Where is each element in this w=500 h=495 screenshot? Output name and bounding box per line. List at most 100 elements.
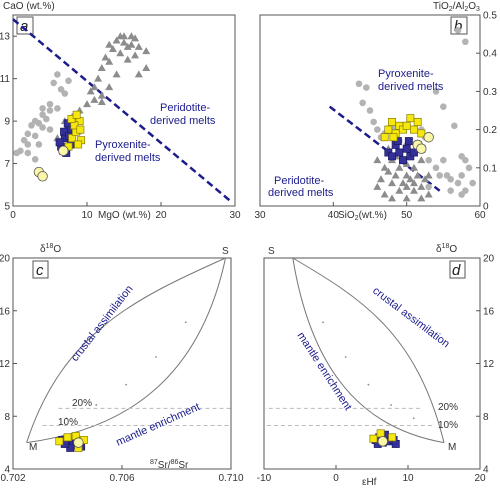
panel-a-point-triangle-gray-4	[83, 100, 91, 108]
panel-a-xlabel: MgO (wt.%)	[98, 210, 151, 221]
panel-c-ytick-label-1: 8	[4, 412, 10, 423]
panel-d-points	[369, 429, 400, 448]
panel-b-ytick-label-2: 0.2	[483, 125, 497, 136]
panel-a-point-triangle-gray-28	[97, 98, 106, 106]
panel-b-point-circle-gray-35	[462, 187, 469, 195]
panel-a-point-triangle-gray-30	[105, 40, 114, 48]
panel-d-ytick-label-4: 20	[483, 254, 495, 265]
panel-a-point-triangle-gray-31	[116, 32, 125, 40]
panel-a-point-triangle-gray-9	[97, 91, 106, 99]
panel-a-xtick-label-3: 30	[229, 210, 241, 221]
panel-b-point-circle-yellow-2	[423, 132, 434, 143]
panel-b-xtick-label-2: 50	[401, 210, 413, 221]
panel-b-xlabel: SiO2(wt.%)	[338, 210, 387, 222]
panel-b-point-triangle-gray-28	[402, 194, 411, 202]
panel-a-point-triangle-gray-25	[134, 70, 143, 78]
panel-c-point-square-yellow-0	[63, 433, 72, 442]
panel-a-point-circle-gray-10	[43, 115, 50, 123]
panel-b-point-triangle-gray-8	[395, 186, 404, 194]
panel-b-point-circle-gray-1	[359, 99, 366, 107]
panel-d-point-square-blue-8	[391, 439, 400, 448]
panel-c-point-square-blue-4	[66, 443, 75, 452]
panel-b-point-circle-gray-31	[436, 172, 443, 179]
panel-b-point-circle-gray-24	[440, 103, 447, 110]
panel-c-point-circle-yellow-0	[73, 437, 84, 448]
panel-b-point-triangle-gray-12	[406, 175, 415, 183]
panel-a-point-triangle-gray-21	[127, 40, 136, 48]
panel-a-ytick-label-2: 9	[4, 117, 10, 128]
panel-b-point-triangle-gray-19	[380, 190, 389, 198]
panel-a-point-triangle-gray-23	[131, 51, 140, 59]
panel-b-annotation-pyroxenite-line2: derived melts	[378, 81, 444, 93]
panel-d-point-square-yellow-1	[388, 433, 397, 442]
panel-b-annotation-peridotite-line2: derived melts	[268, 187, 334, 199]
panel-b-point-circle-gray-19	[447, 175, 454, 183]
panel-c-curve-tick-2	[125, 383, 127, 386]
panel-c-ylabel: δ18O	[40, 243, 61, 255]
panel-b-point-square-yellow-0	[380, 133, 389, 142]
panel-a-ytick-label-1: 7	[4, 159, 10, 170]
panel-a-frame	[12, 14, 236, 207]
panel-a-point-triangle-gray-6	[90, 83, 99, 91]
panel-d-curve-tick-2	[367, 383, 370, 386]
panel-d-ytick-label-3: 16	[483, 306, 495, 317]
panel-a-tag: a	[20, 18, 28, 35]
panel-b-point-triangle-gray-20	[373, 156, 382, 164]
panel-d-20pct-label: 20%	[438, 402, 458, 413]
panel-d-point-circle-yellow-0	[377, 436, 389, 447]
panel-d-xtick-label-0: -10	[257, 473, 272, 484]
panel-b-point-circle-gray-15	[425, 156, 432, 164]
panel-a-point-triangle-gray-8	[97, 64, 106, 72]
panel-b-point-circle-gray-0	[355, 80, 363, 88]
panel-b-point-circle-gray-16	[432, 164, 440, 172]
panel-a-point-triangle-gray-16	[116, 49, 125, 57]
panel-a-tag-box	[16, 16, 34, 35]
panel-b-point-triangle-gray-17	[421, 175, 429, 183]
panel-b-ylabel: TiO2/Al2O3	[433, 1, 480, 13]
panel-b-point-triangle-gray-1	[377, 175, 385, 183]
panel-d-crustal-assimilation-label: crustal assimilation	[370, 285, 451, 351]
panel-a-divider-line	[12, 18, 233, 203]
panel-b-point-triangle-gray-6	[391, 171, 400, 179]
panel-d-endmember-m: M	[448, 442, 456, 453]
panel-a-point-triangle-gray-14	[112, 36, 121, 44]
panel-d-tag-box	[449, 260, 466, 279]
panel-b-annotation-peridotite-line1: Peridotite-	[274, 175, 324, 187]
panel-a-ylabel: CaO (wt.%)	[3, 1, 55, 12]
panel-a-annotation-pyroxenite-line1: Pyroxenite-	[95, 139, 151, 151]
panel-a-point-triangle-gray-29	[90, 95, 99, 103]
panel-a-xtick-label-1: 10	[81, 210, 93, 221]
panel-c-10pct-label: 10%	[58, 417, 78, 428]
panel-a-point-square-yellow-8	[67, 115, 76, 123]
panel-a-point-triangle-gray-26	[142, 47, 151, 55]
panel-d-ylabel: δ18O	[436, 243, 457, 255]
panel-b-point-circle-gray-32	[465, 164, 473, 172]
panel-c: δ18O c 87Sr/86Sr 0.702 0.706 0.710 4 8 12 16 20…	[0, 243, 244, 484]
panel-d-xtick-label-1: 0	[333, 473, 339, 484]
panel-b-point-triangle-gray-10	[402, 182, 411, 190]
panel-b-point-square-yellow-8	[410, 125, 418, 134]
panel-b-point-triangle-gray-13	[410, 186, 418, 194]
panel-a-point-circle-gray-11	[46, 100, 54, 108]
panel-c-ytick-label-0: 4	[4, 465, 10, 476]
panel-a-ticks: 0 10 20 30 5 7 9 11 13	[0, 32, 241, 221]
panel-b-point-circle-gray-34	[458, 172, 465, 179]
panel-b-point-circle-gray-5	[374, 126, 381, 133]
panel-a-point-circle-yellow-2	[58, 145, 69, 157]
panel-d-crustal-curve	[292, 257, 445, 443]
panel-a-point-circle-gray-24	[54, 105, 61, 112]
panel-b-point-square-yellow-7	[406, 114, 415, 123]
panel-a-point-circle-gray-18	[31, 156, 39, 163]
panel-c-curve-tick-3	[155, 356, 157, 358]
panel-a-point-triangle-gray-11	[105, 57, 114, 65]
panel-b-point-triangle-gray-29	[417, 194, 426, 202]
panel-b-point-circle-gray-33	[469, 179, 476, 187]
panel-b-point-triangle-gray-0	[373, 182, 382, 190]
panel-d-curve-tick-3	[344, 356, 347, 358]
panel-a-point-circle-gray-19	[35, 141, 43, 148]
panel-d-xtick-label-3: 20	[474, 473, 486, 484]
panel-b-point-square-blue-4	[399, 156, 407, 165]
panel-a-point-square-blue-6	[60, 127, 69, 136]
panel-c-crustal-assimilation-label: crustal assimilation	[69, 283, 136, 364]
